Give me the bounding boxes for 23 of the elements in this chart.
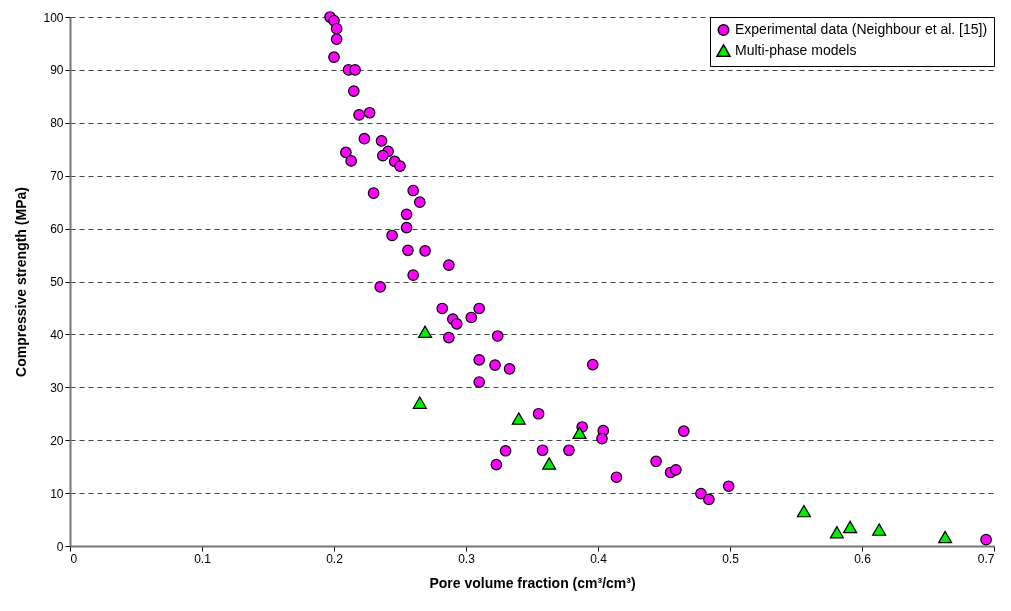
x-tick-label: 0.2 bbox=[326, 551, 344, 566]
y-tick-label: 30 bbox=[50, 380, 64, 395]
x-tick-label: 0 bbox=[70, 551, 78, 566]
y-tick-label: 0 bbox=[56, 539, 64, 554]
x-tick-label: 0.3 bbox=[458, 551, 476, 566]
y-tick-label: 70 bbox=[50, 169, 64, 184]
legend-label: Experimental data (Neighbour et al. [15]) bbox=[735, 21, 988, 37]
x-tick-label: 0.7 bbox=[977, 551, 995, 566]
x-tick-label: 0.6 bbox=[854, 551, 872, 566]
y-tick-label: 10 bbox=[50, 486, 64, 501]
x-axis-title: Pore volume fraction (cm³/cm³) bbox=[429, 574, 636, 591]
y-tick-label: 100 bbox=[43, 10, 64, 25]
y-axis-title: Compressive strength (MPa) bbox=[13, 187, 30, 377]
y-tick-label: 60 bbox=[50, 222, 64, 237]
y-tick-label: 90 bbox=[50, 63, 64, 78]
x-tick-label: 0.1 bbox=[194, 551, 212, 566]
x-tick-label: 0.4 bbox=[590, 551, 608, 566]
y-tick-label: 50 bbox=[50, 275, 64, 289]
x-tick-label: 0.5 bbox=[722, 551, 740, 566]
y-tick-label: 40 bbox=[50, 327, 64, 342]
legend-label: Multi-phase models bbox=[735, 41, 857, 58]
y-tick-label: 20 bbox=[50, 433, 64, 448]
y-tick-label: 80 bbox=[50, 116, 64, 131]
